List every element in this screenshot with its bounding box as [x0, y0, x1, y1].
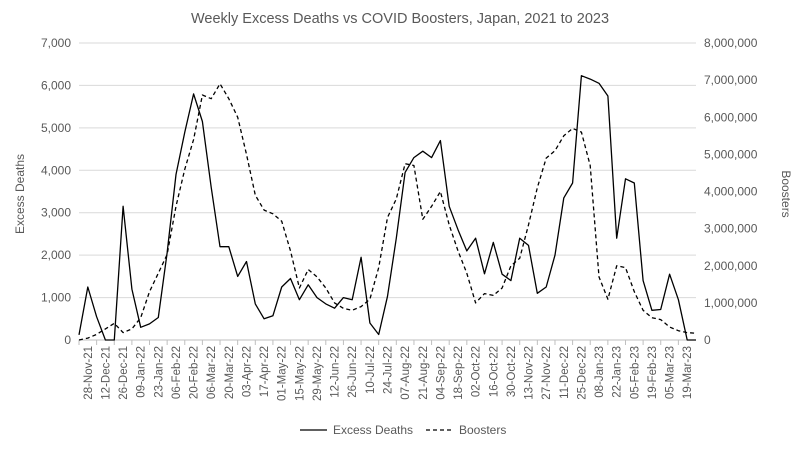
x-tick-label: 03-Apr-22 [241, 346, 253, 397]
x-tick-label: 07-Aug-22 [400, 346, 412, 400]
x-tick-label: 26-Dec-21 [118, 346, 130, 400]
left-tick-label: 4,000 [41, 163, 71, 177]
left-tick-label: 6,000 [41, 78, 71, 92]
x-tick-label: 24-Jul-22 [383, 346, 395, 394]
right-tick-label: 6,000,000 [704, 110, 758, 124]
right-tick-label: 7,000,000 [704, 73, 758, 87]
x-tick-label: 21-Aug-22 [418, 346, 430, 400]
gridlines [79, 42, 696, 299]
legend-label-excess-deaths: Excess Deaths [333, 423, 413, 437]
series-line-boosters [78, 83, 697, 341]
x-tick-label: 25-Dec-22 [576, 346, 588, 400]
right-axis-ticks: 0 1,000,000 2,000,000 3,000,000 4,000,000 5,0… [704, 36, 758, 347]
legend-label-boosters: Boosters [459, 423, 506, 437]
right-tick-label: 5,000,000 [704, 147, 758, 161]
left-tick-label: 1,000 [41, 291, 71, 305]
x-tick-label: 17-Apr-22 [259, 346, 271, 397]
series-line-excess-deaths [78, 75, 696, 341]
x-tick-label: 29-May-22 [312, 346, 324, 401]
x-tick-label: 04-Sep-22 [435, 346, 447, 400]
x-tick-label: 20-Mar-22 [224, 346, 236, 399]
x-tick-label: 05-Mar-23 [665, 346, 677, 399]
x-tick-label: 20-Feb-22 [189, 346, 201, 399]
left-tick-label: 3,000 [41, 206, 71, 220]
right-tick-label: 1,000,000 [704, 296, 758, 310]
x-tick-label: 01-May-22 [277, 346, 289, 401]
x-tick-label: 08-Jan-23 [594, 346, 606, 398]
right-tick-label: 4,000,000 [704, 185, 758, 199]
x-tick-label: 12-Dec-21 [100, 346, 112, 400]
x-tick-label: 10-Jul-22 [365, 346, 377, 394]
x-tick-label: 28-Nov-21 [83, 346, 95, 400]
x-tick-label: 23-Jan-22 [153, 346, 165, 398]
left-tick-label: 7,000 [41, 36, 71, 50]
x-tick-label: 30-Oct-22 [506, 346, 518, 397]
x-tick-label: 15-May-22 [294, 346, 306, 401]
left-axis-label: Excess Deaths [13, 154, 27, 234]
x-tick-label: 06-Feb-22 [171, 346, 183, 399]
x-tick-label: 13-Nov-22 [524, 346, 536, 400]
x-tick-label: 16-Oct-22 [488, 346, 500, 397]
right-tick-label: 2,000,000 [704, 259, 758, 273]
x-tick-label: 19-Mar-23 [682, 346, 694, 399]
left-axis-ticks: 0 1,000 2,000 3,000 4,000 5,000 6,000 7,000 [41, 36, 71, 347]
x-tick-label: 26-Jun-22 [347, 346, 359, 398]
right-tick-label: 8,000,000 [704, 36, 758, 50]
x-tick-label: 09-Jan-22 [136, 346, 148, 398]
series-layer [78, 75, 697, 341]
x-tick-label: 02-Oct-22 [471, 346, 483, 397]
chart-title: Weekly Excess Deaths vs COVID Boosters, … [191, 11, 609, 27]
x-tick-label: 19-Feb-23 [647, 346, 659, 399]
right-axis-label: Boosters [779, 170, 793, 217]
x-tick-label: 22-Jan-23 [612, 346, 624, 398]
x-tick-label: 18-Sep-22 [453, 346, 465, 400]
x-tick-label: 06-Mar-22 [206, 346, 218, 399]
right-tick-label: 3,000,000 [704, 222, 758, 236]
left-tick-label: 2,000 [41, 248, 71, 262]
x-axis-ticks: 28-Nov-21 12-Dec-21 26-Dec-21 09-Jan-22 23-J… [78, 340, 694, 401]
legend: Excess Deaths Boosters [300, 423, 506, 437]
left-tick-label: 5,000 [41, 121, 71, 135]
x-tick-label: 27-Nov-22 [541, 346, 553, 400]
x-tick-label: 12-Jun-22 [330, 346, 342, 398]
x-tick-label: 11-Dec-22 [559, 346, 571, 399]
right-tick-label: 0 [704, 333, 711, 347]
left-tick-label: 0 [64, 333, 71, 347]
x-tick-label: 05-Feb-23 [629, 346, 641, 399]
